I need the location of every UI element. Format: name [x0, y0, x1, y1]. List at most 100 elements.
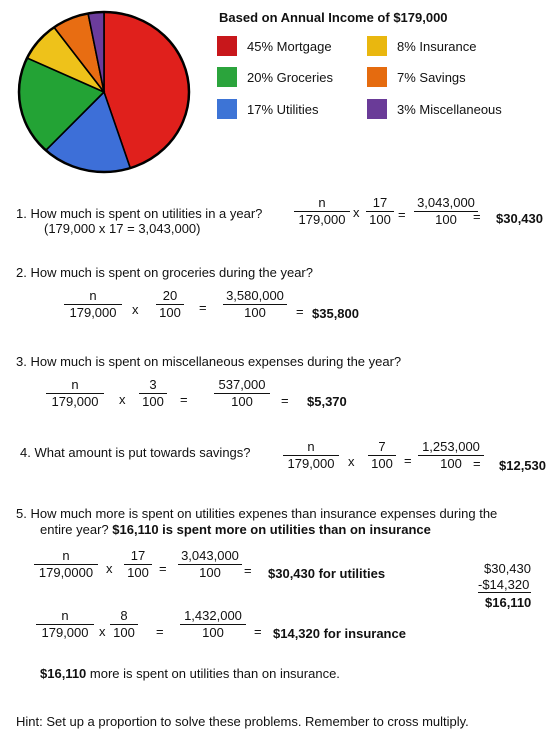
subtraction-top: $30,430	[484, 561, 531, 576]
legend-swatch-savings	[367, 67, 387, 87]
legend-swatch-groceries	[217, 67, 237, 87]
q5-conclusion: $16,110 more is spent on utilities than …	[40, 666, 340, 681]
q5-row2-fraction-product: 1,432,000 100	[180, 609, 246, 640]
question-5-text-line-2: entire year? $16,110 is spent more on ut…	[40, 522, 431, 537]
hint-text: Hint: Set up a proportion to solve these…	[16, 714, 469, 729]
q2-fraction-product: 3,580,000 100	[223, 289, 287, 320]
q4-fraction-n-denominator: 179,000	[287, 456, 335, 471]
q3-fraction-rate-numerator: 3	[139, 378, 167, 394]
q5-row1-answer: $30,430 for utilities	[268, 566, 386, 581]
q2-fraction-rate-denominator: 100	[159, 305, 181, 320]
q3-fraction-product-denominator: 100	[231, 394, 253, 409]
q4-multiply-sign: x	[348, 454, 355, 469]
q1-fraction-rate: 17 100	[366, 196, 394, 227]
q4-equals-sign-2: =	[473, 456, 481, 471]
q5-row2-answer: $14,320 for insurance	[273, 626, 406, 641]
q2-fraction-n: n 179,000	[64, 289, 122, 320]
q4-answer: $12,530	[499, 458, 546, 473]
q5-row1-fraction-n: n 179,0000	[34, 549, 98, 580]
q3-equals-sign: =	[180, 392, 188, 407]
q1-fraction-n-denominator: 179,000	[298, 212, 346, 227]
q2-answer: $35,800	[312, 306, 359, 321]
q4-fraction-rate-numerator: 7	[368, 440, 396, 456]
q5-row2-equals-sign-2: =	[254, 624, 262, 639]
q2-fraction-n-denominator: 179,000	[69, 305, 117, 320]
q3-multiply-sign: x	[119, 392, 126, 407]
q2-fraction-rate-numerator: 20	[156, 289, 184, 305]
question-2-text: 2. How much is spent on groceries during…	[16, 265, 313, 280]
q5-row2-fraction-product-numerator: 1,432,000	[180, 609, 246, 625]
legend-label-groceries: 20% Groceries	[247, 70, 333, 85]
q4-fraction-product-numerator: 1,253,000	[418, 440, 484, 456]
q5-row2-multiply-sign: x	[99, 624, 106, 639]
legend-label-insurance: 8% Insurance	[397, 39, 477, 54]
q5-row1-equals-sign: =	[159, 561, 167, 576]
q3-fraction-rate: 3 100	[139, 378, 167, 409]
q2-multiply-sign: x	[132, 302, 139, 317]
q5-conclusion-text: more is spent on utilities than on insur…	[86, 666, 340, 681]
q4-fraction-rate: 7 100	[368, 440, 396, 471]
q1-fraction-rate-denominator: 100	[369, 212, 391, 227]
q4-equals-sign: =	[404, 453, 412, 468]
q1-fraction-n: n 179,000	[294, 196, 350, 227]
question-3-text: 3. How much is spent on miscellaneous ex…	[16, 354, 402, 369]
q5-row1-fraction-rate: 17 100	[124, 549, 152, 580]
q5-row2-fraction-n-denominator: 179,000	[41, 625, 89, 640]
q5-row1-fraction-product-denominator: 100	[199, 565, 221, 580]
q5-row1-fraction-rate-denominator: 100	[127, 565, 149, 580]
question-4-text: 4. What amount is put towards savings?	[20, 445, 251, 460]
pie-outline	[17, 10, 191, 174]
q4-fraction-n: n 179,000	[283, 440, 339, 471]
q5-row2-fraction-rate-numerator: 8	[110, 609, 138, 625]
legend-label-utilities: 17% Utilities	[247, 102, 319, 117]
question-5-summary: $16,110 is spent more on utilities than …	[112, 522, 431, 537]
q5-row2-fraction-product-denominator: 100	[202, 625, 224, 640]
question-5-text-part: entire year?	[40, 522, 109, 537]
q5-row2-fraction-n: n 179,000	[36, 609, 94, 640]
q3-equals-sign-2: =	[281, 393, 289, 408]
subtraction-result: $16,110	[485, 595, 532, 610]
q5-row2-fraction-rate: 8 100	[110, 609, 138, 640]
q2-fraction-product-denominator: 100	[244, 305, 266, 320]
q5-row2-fraction-rate-denominator: 100	[113, 625, 135, 640]
q2-equals-sign: =	[199, 300, 207, 315]
q2-fraction-product-numerator: 3,580,000	[223, 289, 287, 305]
q5-row2-fraction-n-numerator: n	[36, 609, 94, 625]
q5-row1-fraction-product: 3,043,000 100	[178, 549, 242, 580]
pie-chart	[17, 10, 191, 174]
q1-fraction-product: 3,043,000 100	[414, 196, 478, 227]
q2-fraction-rate: 20 100	[156, 289, 184, 320]
q1-fraction-n-numerator: n	[294, 196, 350, 212]
q5-conclusion-amount: $16,110	[40, 666, 87, 681]
question-1-text: 1. How much is spent on utilities in a y…	[16, 206, 263, 221]
q3-fraction-n: n 179,000	[46, 378, 104, 409]
q1-equals-sign: =	[398, 207, 406, 222]
q5-row1-multiply-sign: x	[106, 561, 113, 576]
question-5-text-line-1: 5. How much more is spent on utilities e…	[16, 506, 498, 521]
q2-fraction-n-numerator: n	[64, 289, 122, 305]
q4-fraction-n-numerator: n	[283, 440, 339, 456]
q5-row1-fraction-n-denominator: 179,0000	[38, 565, 94, 580]
legend-swatch-mortgage	[217, 36, 237, 56]
legend-swatch-miscellaneous	[367, 99, 387, 119]
q5-row1-equals-sign-2: =	[244, 563, 252, 578]
subtraction-minus: -$14,320	[478, 577, 532, 593]
legend-label-miscellaneous: 3% Miscellaneous	[397, 102, 502, 117]
legend-swatch-utilities	[217, 99, 237, 119]
q3-fraction-n-numerator: n	[46, 378, 104, 394]
q5-row2-equals-sign: =	[156, 624, 164, 639]
legend-swatch-insurance	[367, 36, 387, 56]
q3-fraction-product-numerator: 537,000	[214, 378, 270, 394]
q1-answer: $30,430	[496, 211, 543, 226]
q3-fraction-product: 537,000 100	[214, 378, 270, 409]
q1-fraction-rate-numerator: 17	[366, 196, 394, 212]
q1-fraction-product-numerator: 3,043,000	[414, 196, 478, 212]
q5-row1-fraction-rate-numerator: 17	[124, 549, 152, 565]
q4-fraction-product: 1,253,000 100	[418, 440, 484, 471]
legend-label-savings: 7% Savings	[397, 70, 466, 85]
chart-title: Based on Annual Income of $179,000	[219, 10, 448, 25]
q3-answer: $5,370	[307, 394, 347, 409]
q4-fraction-rate-denominator: 100	[371, 456, 393, 471]
q1-equals-sign-2: =	[473, 209, 481, 224]
